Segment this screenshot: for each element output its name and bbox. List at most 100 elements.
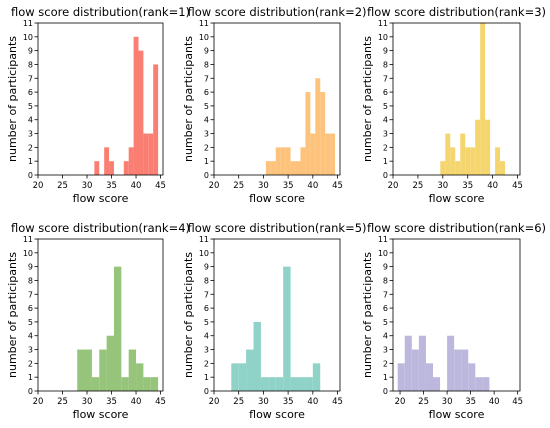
- histogram-bar: [77, 349, 92, 391]
- histogram-bar: [325, 133, 331, 175]
- y-tick-label: 10: [23, 33, 33, 42]
- histogram-bar: [150, 377, 159, 391]
- y-tick-label: 8: [204, 276, 209, 285]
- y-tick-label: 9: [28, 263, 33, 272]
- x-tick-label: 35: [283, 181, 294, 191]
- plot-frame: [392, 238, 521, 392]
- y-tick-label: 0: [204, 387, 209, 396]
- y-tick-label: 6: [383, 88, 388, 97]
- histogram-bar: [295, 161, 301, 175]
- y-tick-label: 4: [28, 332, 33, 341]
- y-tick-label: 3: [383, 130, 388, 139]
- histogram-bar: [143, 133, 149, 175]
- x-axis-label: flow score: [73, 408, 129, 421]
- y-tick-label: 1: [28, 157, 33, 166]
- x-tick-label: 35: [465, 397, 476, 407]
- histogram-bar: [231, 363, 239, 391]
- histogram-bar: [404, 335, 412, 391]
- x-tick-label: 35: [283, 397, 294, 407]
- histogram-bar: [418, 335, 426, 391]
- histogram-bar: [330, 133, 336, 175]
- y-tick-label: 8: [28, 276, 33, 285]
- histogram-bar: [461, 349, 469, 391]
- x-tick-label: 30: [442, 397, 453, 407]
- histogram-bar: [298, 377, 306, 391]
- y-tick-label: 10: [199, 249, 209, 258]
- y-tick-label: 5: [383, 102, 388, 111]
- histogram-bar: [121, 377, 129, 391]
- y-tick-label: 8: [383, 60, 388, 69]
- x-tick-label: 20: [388, 181, 399, 191]
- y-tick-label: 6: [28, 304, 33, 313]
- histogram-bar: [136, 363, 144, 391]
- y-tick-label: 8: [383, 276, 388, 285]
- histogram-bar: [128, 147, 134, 175]
- histogram-bar: [91, 377, 100, 391]
- histogram-bar: [106, 335, 114, 391]
- histogram-bar: [104, 147, 110, 175]
- x-tick-label: 20: [33, 397, 44, 407]
- y-tick-label: 5: [204, 102, 209, 111]
- histogram-bar: [265, 161, 271, 175]
- y-tick-label: 10: [378, 249, 388, 258]
- histogram-bar: [283, 266, 291, 391]
- histogram-bar: [500, 161, 506, 175]
- x-tick-label: 25: [57, 397, 68, 407]
- histogram-bar: [485, 119, 491, 175]
- histogram-bar: [94, 161, 100, 175]
- histogram-bar: [447, 335, 455, 391]
- histogram-bar: [300, 147, 306, 175]
- y-tick-label: 2: [383, 143, 388, 152]
- histogram-bar: [460, 133, 466, 175]
- y-tick-label: 4: [28, 116, 33, 125]
- histogram-bar: [275, 147, 281, 175]
- histogram-bar: [99, 349, 107, 391]
- y-axis-label: number of participants: [6, 36, 19, 162]
- histogram-bar: [270, 161, 276, 175]
- y-tick-label: 4: [383, 332, 388, 341]
- y-tick-label: 5: [28, 102, 33, 111]
- chart-title: flow score distribution(rank=6): [367, 221, 546, 235]
- histogram-bar: [290, 377, 298, 391]
- histogram-bar: [290, 161, 296, 175]
- x-tick-label: 25: [418, 397, 429, 407]
- y-tick-label: 7: [28, 74, 33, 83]
- chart-title: flow score distribution(rank=1): [11, 5, 190, 19]
- y-tick-label: 7: [204, 74, 209, 83]
- x-tick-label: 45: [155, 181, 166, 191]
- y-tick-label: 9: [28, 47, 33, 56]
- x-tick-label: 30: [82, 181, 93, 191]
- y-tick-label: 0: [204, 171, 209, 180]
- y-tick-label: 3: [383, 346, 388, 355]
- y-tick-label: 1: [383, 373, 388, 382]
- x-tick-label: 45: [512, 397, 523, 407]
- x-tick-label: 20: [209, 397, 220, 407]
- histogram-bar: [465, 147, 471, 175]
- y-tick-label: 2: [28, 359, 33, 368]
- y-tick-label: 7: [383, 290, 388, 299]
- y-tick-label: 2: [28, 143, 33, 152]
- histogram-bar: [440, 161, 446, 175]
- y-tick-label: 6: [383, 304, 388, 313]
- y-tick-label: 10: [23, 249, 33, 258]
- histogram-bar: [425, 363, 433, 391]
- y-tick-label: 3: [28, 346, 33, 355]
- plot-frame: [37, 22, 164, 176]
- histogram-bar: [475, 119, 481, 175]
- y-tick-label: 3: [28, 130, 33, 139]
- histogram-bar: [253, 321, 261, 391]
- y-tick-label: 9: [383, 47, 388, 56]
- x-axis-label: flow score: [429, 192, 485, 205]
- histogram-bar: [268, 377, 276, 391]
- histogram-bar: [315, 78, 321, 175]
- chart-title: flow score distribution(rank=3): [367, 5, 546, 19]
- plot-frame: [213, 238, 341, 392]
- histogram-bar: [275, 377, 284, 391]
- x-tick-label: 40: [489, 397, 500, 407]
- y-tick-label: 0: [28, 387, 33, 396]
- histogram-bar: [454, 349, 462, 391]
